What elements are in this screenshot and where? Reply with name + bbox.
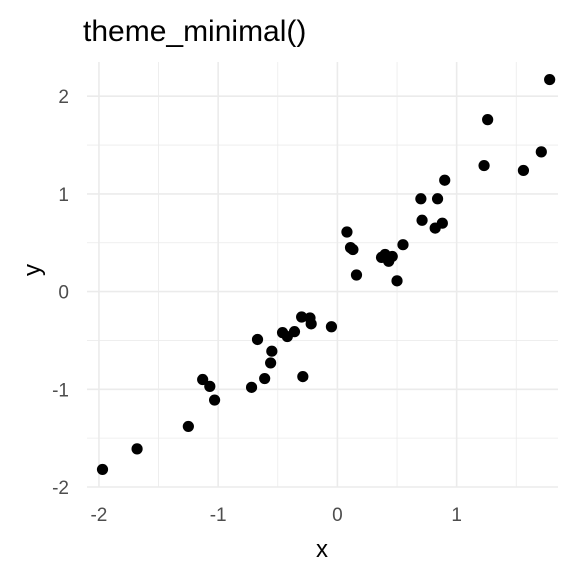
x-axis-title: x	[316, 536, 328, 563]
data-point	[265, 357, 277, 369]
data-point	[208, 394, 221, 406]
data-point	[397, 239, 409, 251]
data-point	[197, 373, 209, 386]
data-point	[288, 326, 301, 338]
y-tick-label: 0	[58, 283, 69, 304]
data-point	[347, 243, 359, 256]
data-point	[416, 214, 428, 226]
data-point	[544, 73, 556, 86]
gridlines	[87, 62, 558, 488]
data-point	[297, 370, 309, 383]
data-point	[251, 333, 264, 346]
y-tick-label: -2	[52, 478, 69, 499]
data-point	[341, 226, 353, 238]
x-tick-label: -1	[210, 505, 227, 526]
x-tick-label: -2	[90, 505, 107, 526]
data-points	[96, 73, 556, 476]
y-tick-label: 2	[58, 87, 69, 108]
data-point	[415, 193, 427, 205]
data-point	[478, 159, 490, 172]
data-point	[517, 164, 530, 177]
data-point	[391, 275, 403, 287]
data-point	[439, 174, 451, 186]
data-point	[96, 463, 109, 476]
data-point	[296, 311, 308, 323]
data-point	[431, 193, 444, 205]
data-point	[535, 146, 547, 158]
y-tick-label: 1	[58, 185, 69, 206]
data-point	[325, 321, 338, 333]
y-tick-label: -1	[52, 380, 69, 401]
data-point	[182, 420, 194, 433]
chart-title: theme_minimal()	[83, 15, 306, 48]
data-point	[350, 269, 363, 281]
data-point	[245, 381, 258, 393]
x-tick-label: 1	[451, 505, 462, 526]
data-point	[259, 372, 271, 385]
data-point	[436, 217, 448, 229]
y-axis-title: y	[19, 264, 46, 276]
x-tick-label: 0	[332, 505, 343, 526]
data-point	[131, 443, 143, 455]
data-point	[305, 318, 317, 330]
tick-labels: -2 -1 0 1 -2 -1 0 1 2	[52, 87, 462, 526]
data-point	[204, 380, 216, 392]
data-point	[266, 345, 278, 357]
data-point	[482, 114, 494, 126]
data-point	[386, 250, 398, 263]
